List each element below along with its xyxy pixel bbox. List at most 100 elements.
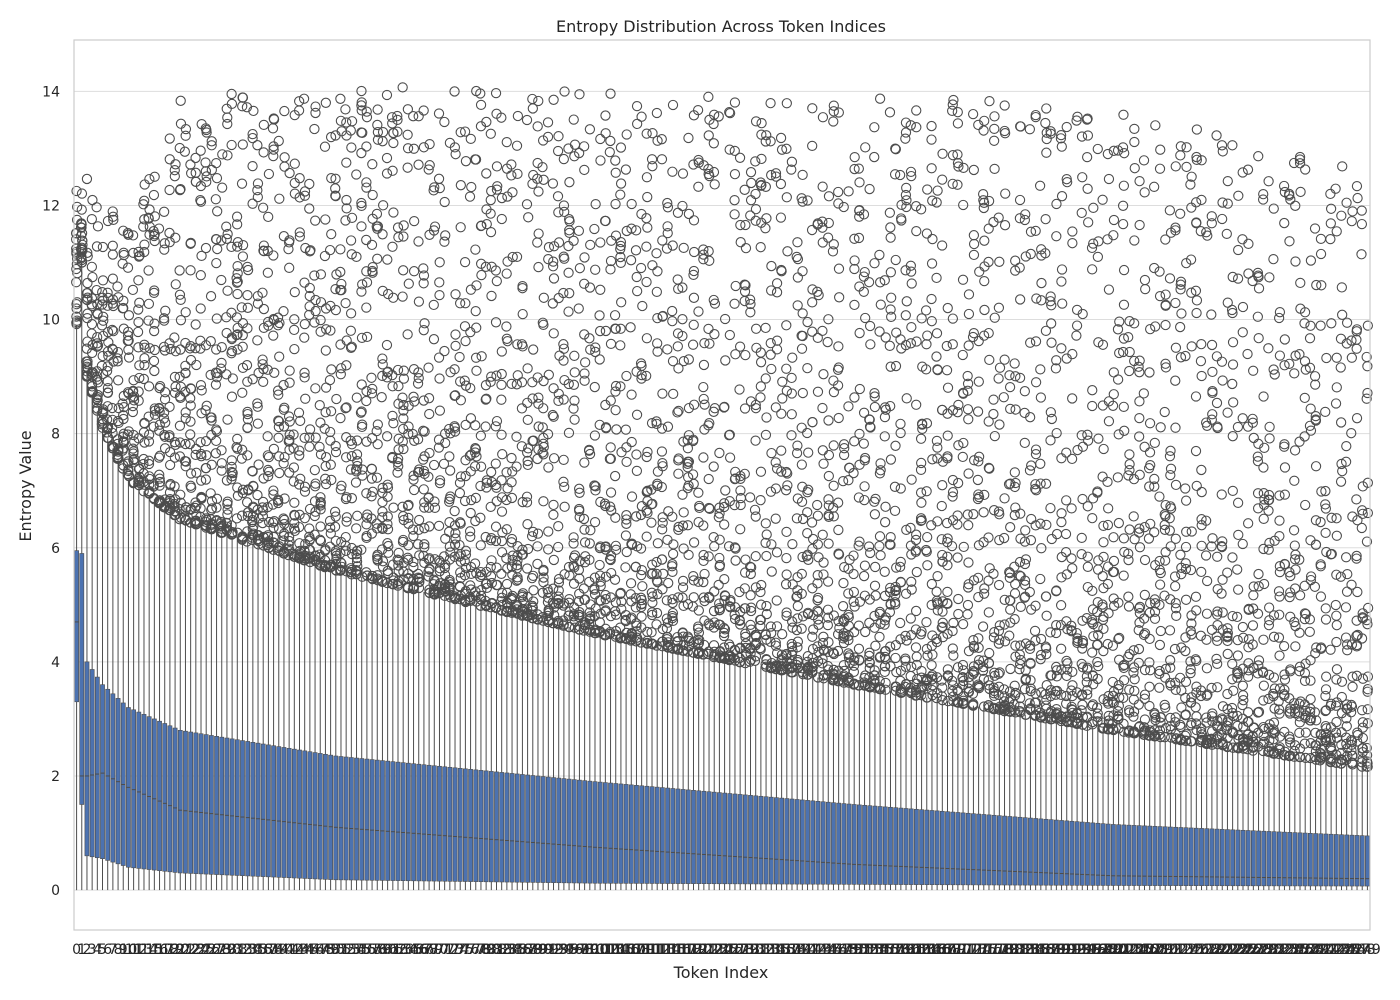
outlier-point — [279, 452, 290, 463]
box-iqr — [421, 764, 427, 882]
outlier-point — [325, 131, 337, 143]
box-iqr — [696, 790, 702, 884]
outlier-point — [108, 214, 119, 226]
outlier-point — [86, 347, 98, 359]
outlier-point — [211, 493, 223, 504]
outlier-point — [71, 303, 82, 314]
outlier-point — [169, 452, 180, 463]
outlier-point — [216, 357, 227, 369]
outlier-point — [222, 504, 233, 515]
outlier-point — [123, 310, 135, 321]
box-iqr — [628, 784, 634, 884]
outlier-point — [274, 317, 285, 329]
box-iqr — [276, 746, 282, 878]
box-iqr — [115, 698, 121, 865]
outlier-point — [107, 273, 119, 284]
box-iqr — [939, 810, 945, 886]
outlier-point — [263, 211, 274, 223]
box-iqr — [504, 772, 510, 883]
outlier-point — [330, 446, 342, 458]
outlier-point — [335, 266, 346, 278]
outlier-point — [258, 240, 270, 251]
outlier-point — [139, 360, 150, 371]
box-iqr — [483, 770, 489, 883]
outlier-point — [320, 473, 331, 484]
box-iqr — [354, 757, 359, 881]
box-iqr — [400, 762, 406, 881]
outlier-point — [169, 165, 180, 176]
outlier-point — [179, 146, 191, 157]
outlier-point — [86, 261, 98, 272]
outlier-point — [258, 376, 269, 388]
outlier-point — [87, 271, 98, 283]
box-36 — [257, 119, 270, 891]
outlier-point — [361, 182, 372, 193]
box-iqr — [229, 738, 235, 876]
outlier-point — [107, 324, 118, 336]
outlier-point — [247, 132, 258, 144]
box-iqr — [183, 730, 188, 874]
box-iqr — [711, 791, 717, 885]
box-iqr — [934, 810, 940, 886]
outlier-point — [144, 173, 155, 185]
outlier-point — [180, 360, 191, 372]
box-iqr — [701, 790, 707, 884]
outlier-point — [315, 497, 326, 508]
outlier-point — [112, 452, 123, 464]
box-iqr — [1007, 816, 1013, 886]
box-iqr — [556, 777, 562, 884]
outlier-point — [206, 415, 217, 426]
box-iqr — [317, 753, 323, 880]
box-iqr — [872, 805, 878, 885]
outlier-point — [96, 416, 108, 427]
outlier-point — [293, 479, 305, 490]
outlier-point — [288, 443, 299, 454]
outlier-point — [325, 435, 336, 446]
outlier-point — [169, 371, 181, 383]
outlier-point — [283, 531, 295, 543]
outlier-point — [236, 302, 247, 313]
outlier-point — [361, 302, 372, 313]
outlier-point — [143, 213, 154, 224]
outlier-point — [304, 441, 315, 452]
outlier-point — [82, 277, 93, 289]
outlier-point — [248, 481, 259, 492]
box-iqr — [929, 810, 935, 886]
outlier-point — [174, 420, 186, 431]
outlier-point — [164, 184, 175, 196]
outlier-point — [330, 511, 341, 522]
outlier-point — [97, 287, 108, 298]
outlier-point — [232, 329, 243, 340]
box-iqr — [820, 801, 826, 885]
outlier-point — [289, 314, 300, 325]
outlier-point — [320, 97, 331, 108]
outlier-point — [107, 427, 118, 439]
outlier-point — [200, 242, 212, 254]
box-iqr — [908, 808, 914, 885]
outlier-point — [86, 293, 98, 304]
outlier-point — [304, 553, 315, 564]
box-iqr — [328, 754, 333, 880]
outlier-point — [127, 284, 139, 296]
box-iqr — [157, 720, 162, 871]
box-iqr — [338, 756, 344, 881]
outlier-point — [242, 376, 253, 387]
outlier-point — [148, 189, 160, 201]
outlier-point — [272, 385, 284, 396]
box-iqr — [680, 789, 686, 884]
box-iqr — [488, 771, 494, 883]
outlier-point — [221, 521, 233, 532]
outlier-point — [304, 178, 315, 190]
outlier-point — [257, 359, 268, 370]
outlier-point — [154, 480, 165, 491]
outlier-point — [128, 247, 139, 259]
box-iqr — [478, 770, 484, 883]
outlier-point — [232, 237, 244, 248]
outlier-point — [200, 166, 212, 177]
outlier-point — [174, 514, 185, 525]
outlier-point — [128, 454, 139, 466]
outlier-point — [159, 238, 170, 249]
outlier-point — [258, 303, 270, 315]
box-54 — [350, 169, 363, 891]
outlier-point — [123, 352, 135, 363]
